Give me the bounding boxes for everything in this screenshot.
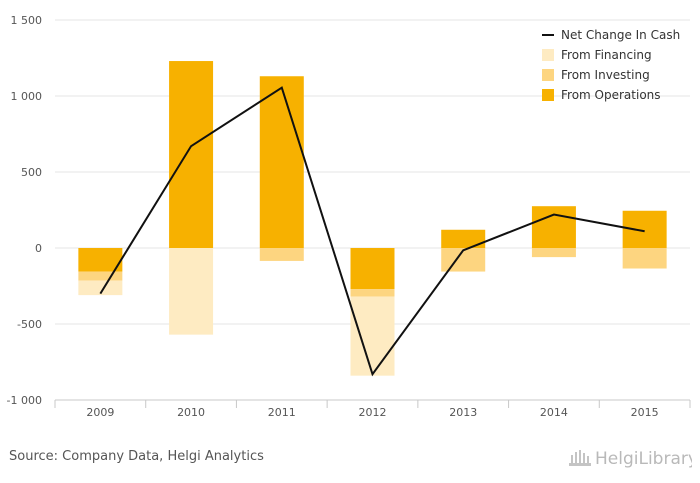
- x-tick-label: 2015: [631, 406, 659, 419]
- bar-from-operations: [441, 229, 486, 248]
- legend-swatch-from-investing: [542, 69, 554, 81]
- x-tick-label: 2014: [540, 406, 568, 419]
- bar-from-financing: [78, 280, 123, 296]
- y-tick-label: 1 000: [11, 90, 43, 103]
- x-axis: 2009 2010 2011 2012 2013 2014 2015: [54, 399, 691, 419]
- source-note: Source: Company Data, Helgi Analytics: [9, 449, 264, 464]
- bar-from-investing: [622, 248, 667, 269]
- y-tick-label: 0: [35, 242, 42, 255]
- bar-from-operations: [169, 61, 214, 248]
- legend-swatch-from-financing: [542, 49, 554, 61]
- x-tick-label: 2013: [449, 406, 477, 419]
- y-tick-label: -500: [17, 318, 42, 331]
- legend-swatch-from-operations: [542, 89, 554, 101]
- bar-from-financing: [350, 296, 395, 376]
- bar-from-operations: [259, 76, 304, 249]
- bar-from-financing: [169, 248, 214, 335]
- y-tick-label: -1 000: [7, 394, 42, 407]
- y-tick-label: 1 500: [11, 14, 43, 27]
- bar-from-investing: [78, 271, 123, 281]
- legend-label-from-financing: From Financing: [561, 48, 652, 62]
- bars: [78, 61, 667, 376]
- chart: -1 000 -500 0 500 1 000 1 500 2009 2010 2011 201…: [7, 14, 691, 419]
- bar-from-operations: [78, 248, 123, 272]
- grid-lines: [55, 19, 690, 325]
- net-change-line-group: [99, 86, 645, 377]
- x-tick-label: 2012: [359, 406, 387, 419]
- library-building-icon: [569, 450, 591, 466]
- bar-from-investing: [531, 248, 576, 258]
- y-tick-label: 500: [21, 166, 42, 179]
- logo-text: HelgiLibrary: [595, 449, 692, 469]
- x-tick-label: 2009: [86, 406, 114, 419]
- legend-label-net-change-in-cash: Net Change In Cash: [561, 28, 680, 42]
- net-change-line: [99, 86, 645, 377]
- bar-from-investing: [350, 289, 395, 297]
- bar-from-operations: [350, 248, 395, 290]
- legend-label-from-investing: From Investing: [561, 68, 650, 82]
- legend: Net Change In Cash From Financing From Inv…: [542, 28, 680, 102]
- helgi-library-logo: HelgiLibrary: [569, 449, 692, 469]
- x-tick-label: 2010: [177, 406, 205, 419]
- y-axis: -1 000 -500 0 500 1 000 1 500: [7, 14, 42, 407]
- bar-from-investing: [259, 248, 304, 261]
- legend-label-from-operations: From Operations: [561, 88, 661, 102]
- x-tick-label: 2011: [268, 406, 296, 419]
- bar-from-operations: [531, 206, 576, 248]
